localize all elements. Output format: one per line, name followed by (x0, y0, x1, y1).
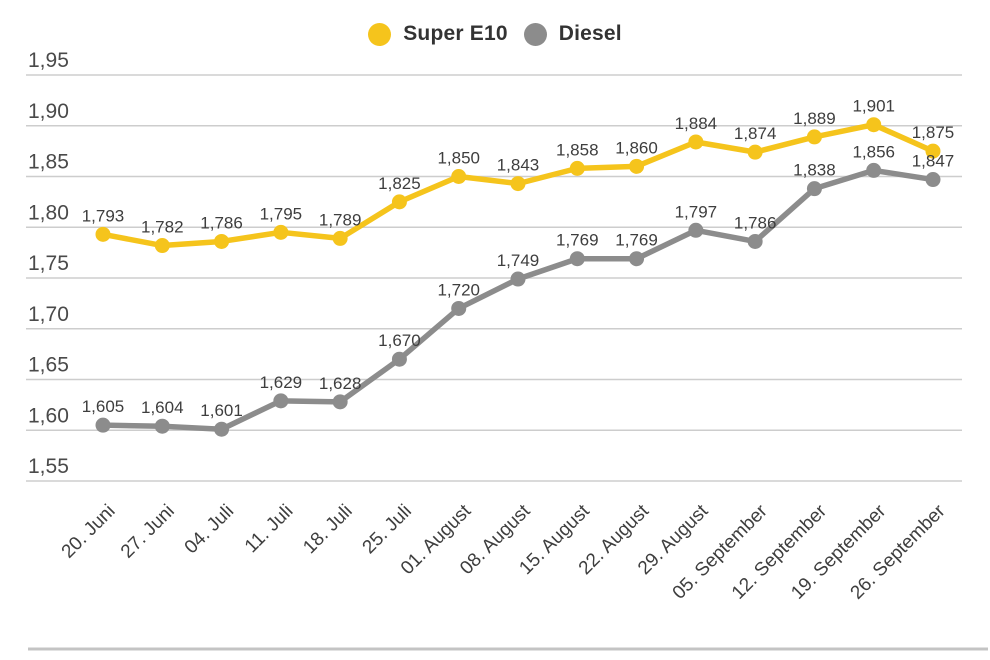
data-point-label-super-e10: 1,786 (200, 213, 243, 232)
y-tick-label: 1,55 (28, 455, 69, 478)
data-point-label-diesel: 1,847 (912, 152, 955, 171)
data-point-label-diesel: 1,797 (675, 202, 718, 221)
data-point-diesel (806, 181, 822, 197)
data-point-super-e10 (214, 233, 230, 249)
data-point-label-super-e10: 1,889 (793, 109, 836, 128)
data-point-label-super-e10: 1,789 (319, 210, 362, 229)
data-point-label-diesel: 1,720 (437, 280, 480, 299)
data-point-label-super-e10: 1,901 (852, 97, 895, 116)
data-point-super-e10 (688, 134, 704, 150)
data-point-label-diesel: 1,604 (141, 398, 184, 417)
data-point-diesel (214, 421, 230, 437)
data-point-label-super-e10: 1,825 (378, 174, 421, 193)
y-tick-label: 1,65 (28, 354, 69, 377)
data-point-super-e10 (747, 144, 763, 160)
data-point-super-e10 (806, 129, 822, 145)
data-point-super-e10 (332, 230, 348, 246)
data-point-label-super-e10: 1,860 (615, 138, 658, 157)
x-tick-label: 18. Juli (299, 501, 356, 558)
y-tick-label: 1,95 (28, 49, 69, 72)
x-tick-label: 27. Juni (117, 501, 179, 563)
y-tick-label: 1,90 (28, 100, 69, 123)
data-point-label-super-e10: 1,843 (497, 156, 540, 175)
y-tick-label: 1,85 (28, 151, 69, 174)
data-point-diesel (866, 162, 882, 178)
legend-item-super-e10: Super E10 (368, 22, 508, 46)
data-point-label-super-e10: 1,875 (912, 123, 955, 142)
data-point-label-diesel: 1,670 (378, 331, 421, 350)
data-point-label-super-e10: 1,793 (82, 206, 125, 225)
data-point-diesel (332, 394, 348, 410)
data-point-diesel (747, 233, 763, 249)
data-point-label-diesel: 1,601 (200, 401, 243, 420)
data-point-label-diesel: 1,605 (82, 397, 125, 416)
data-point-super-e10 (391, 194, 407, 210)
data-point-label-super-e10: 1,874 (734, 124, 777, 143)
chart-legend: Super E10 Diesel (0, 22, 990, 46)
data-point-diesel (95, 417, 111, 433)
data-point-super-e10 (925, 143, 941, 159)
data-point-super-e10 (273, 224, 289, 240)
data-point-label-super-e10: 1,850 (437, 149, 480, 168)
legend-label-diesel: Diesel (558, 22, 622, 45)
data-point-diesel (688, 222, 704, 238)
legend-dot-super-e10-icon (368, 22, 392, 46)
legend-item-diesel: Diesel (523, 22, 622, 46)
data-point-diesel (510, 271, 526, 287)
data-point-super-e10 (510, 176, 526, 192)
data-point-label-super-e10: 1,782 (141, 218, 184, 237)
data-point-label-diesel: 1,628 (319, 374, 362, 393)
legend-label-super-e10: Super E10 (403, 22, 508, 45)
data-point-label-diesel: 1,856 (852, 142, 895, 161)
x-tick-label: 25. Juli (359, 501, 416, 558)
data-point-super-e10 (154, 238, 170, 254)
data-point-label-diesel: 1,629 (260, 373, 303, 392)
data-point-super-e10 (569, 160, 585, 176)
data-point-label-diesel: 1,838 (793, 161, 836, 180)
data-point-diesel (629, 251, 645, 267)
x-tick-label: 04. Juli (181, 501, 238, 558)
data-point-diesel (273, 393, 289, 409)
data-point-diesel (154, 418, 170, 434)
data-point-label-diesel: 1,769 (615, 231, 658, 250)
series-line-diesel (100, 167, 936, 432)
data-point-diesel (391, 351, 407, 367)
y-tick-label: 1,80 (28, 201, 69, 224)
data-point-label-diesel: 1,769 (556, 231, 599, 250)
x-tick-label: 20. Juni (58, 501, 120, 563)
data-point-label-diesel: 1,749 (497, 251, 540, 270)
y-tick-label: 1,70 (28, 303, 69, 326)
x-tick-label: 11. Juli (241, 501, 297, 557)
data-point-diesel (569, 251, 585, 267)
y-tick-label: 1,75 (28, 252, 69, 275)
data-point-label-super-e10: 1,884 (675, 114, 718, 133)
data-point-super-e10 (95, 226, 111, 242)
data-point-super-e10 (866, 117, 882, 133)
data-point-super-e10 (629, 158, 645, 174)
legend-dot-diesel-icon (523, 22, 547, 46)
data-point-diesel (925, 172, 941, 188)
data-point-label-diesel: 1,786 (734, 213, 777, 232)
y-tick-label: 1,60 (28, 404, 69, 427)
data-point-label-super-e10: 1,795 (260, 204, 303, 223)
data-point-label-super-e10: 1,858 (556, 140, 599, 159)
data-point-diesel (451, 300, 467, 316)
data-point-super-e10 (451, 169, 467, 184)
